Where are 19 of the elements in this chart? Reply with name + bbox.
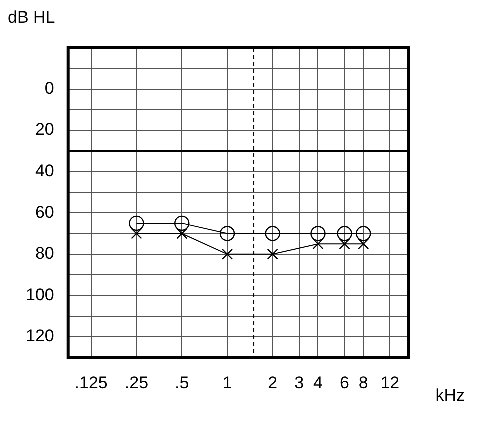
x-axis-title: kHz: [436, 386, 465, 406]
y-tick-label: 120: [26, 326, 54, 346]
x-tick-label: 1: [222, 373, 232, 392]
y-tick-label: 0: [44, 78, 54, 98]
x-tick-label: 3: [294, 373, 304, 392]
x-tick-label: 6: [340, 373, 350, 392]
x-tick-label: 4: [314, 373, 323, 392]
x-tick-label: .25: [124, 373, 149, 392]
y-tick-label: 40: [35, 162, 54, 181]
x-tick-label: 12: [380, 373, 400, 392]
x-tick-label: 8: [358, 373, 368, 392]
x-tick-label: .125: [74, 373, 108, 392]
y-axis-title: dB HL: [8, 8, 56, 28]
x-tick-label: 2: [268, 373, 278, 392]
y-tick-label: 20: [35, 120, 54, 140]
y-tick-label: 100: [26, 285, 54, 304]
y-tick-label: 80: [35, 244, 54, 264]
y-tick-label: 60: [35, 202, 54, 222]
x-tick-label: .5: [175, 373, 190, 392]
